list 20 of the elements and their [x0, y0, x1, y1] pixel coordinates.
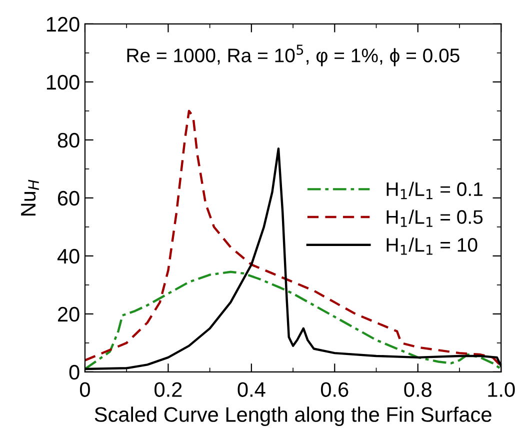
x-tick-label: 0 [80, 382, 90, 397]
y-tick-label: 100 [46, 74, 80, 90]
y-tick-label: 80 [58, 132, 80, 148]
x-axis-title: Scaled Curve Length along the Fin Surface [94, 406, 492, 426]
y-tick-label: 0 [69, 364, 80, 380]
legend-label: H$_{1}$/L$_{1}$ = 0.1 [386, 182, 482, 200]
x-tick-label: 0.8 [404, 382, 432, 397]
y-axis-title: Nu$_{H}$ [21, 180, 39, 216]
y-tick-label: 40 [57, 248, 80, 264]
x-tick-label: 0.2 [154, 382, 182, 397]
y-tick-label: 120 [46, 16, 80, 32]
legend-label: H$_{1}$/L$_{1}$ = 0.5 [386, 210, 483, 227]
annotation: Re = 1000, Ra = 10$^{5}$, φ = 1%, ϕ = 0.05 [127, 44, 460, 66]
x-tick-label: 0.6 [320, 382, 348, 397]
x-tick-label: 0.4 [238, 382, 266, 397]
y-tick-label: 20 [58, 306, 80, 322]
line-series [84, 110, 502, 368]
y-tick-label: 60 [58, 190, 80, 206]
x-tick-label: 1.0 [488, 382, 515, 397]
legend-label: H$_{1}$/L$_{1}$ = 10 [386, 237, 478, 255]
